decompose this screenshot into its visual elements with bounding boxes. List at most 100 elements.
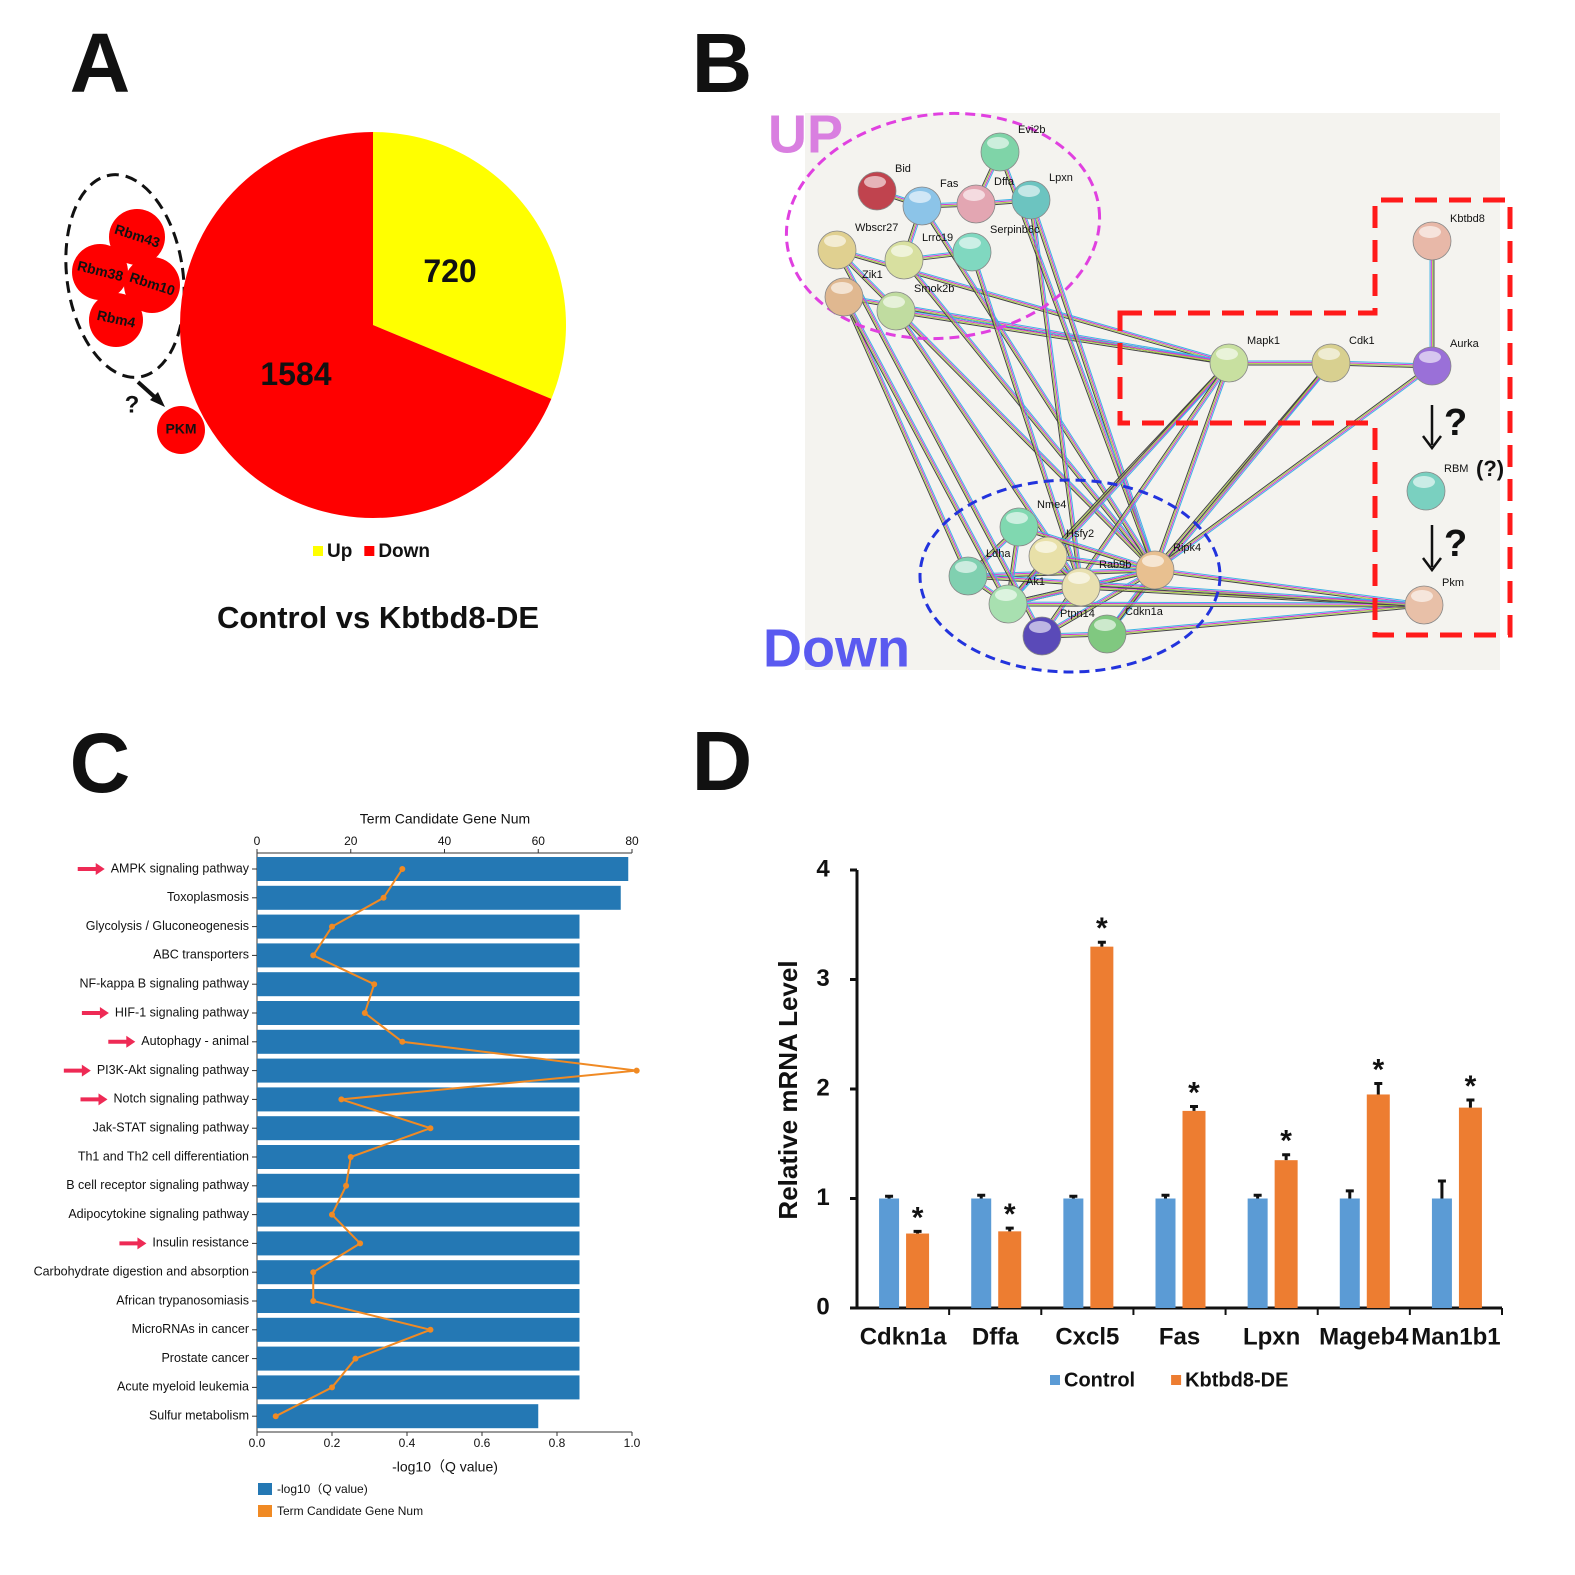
- edge: [1153, 364, 1432, 569]
- x-tick-label: Cxcl5: [1055, 1323, 1119, 1350]
- y-tick-label: MicroRNAs in cancer: [132, 1322, 249, 1336]
- edge: [1155, 363, 1332, 571]
- node-highlight: [1006, 512, 1028, 524]
- y-tick-label: Adipocytokine signaling pathway: [68, 1207, 249, 1221]
- node-highlight: [883, 296, 905, 308]
- edge: [1019, 525, 1156, 570]
- error-bar: [1253, 1193, 1262, 1199]
- panel-label: A: [70, 16, 131, 110]
- edge: [896, 309, 1230, 363]
- edge: [1018, 527, 1155, 572]
- error-bar: [913, 1229, 922, 1234]
- y-tick-label: Toxoplasmosis: [167, 890, 249, 904]
- node-label: Wbscr27: [855, 222, 898, 234]
- edge: [834, 250, 1041, 638]
- y-tick-label: AMPK signaling pathway: [111, 861, 250, 875]
- x-tick-label: Cdkn1a: [860, 1323, 947, 1350]
- node-highlight: [864, 176, 886, 188]
- edge: [969, 252, 1080, 588]
- edge: [1106, 602, 1424, 633]
- y-tick-label: Insulin resistance: [152, 1236, 249, 1250]
- bar: [257, 1202, 580, 1227]
- bar: [257, 1317, 580, 1342]
- legend-swatch: [1171, 1375, 1182, 1385]
- edge: [973, 251, 1084, 587]
- edge: [1154, 362, 1331, 570]
- edge: [1040, 567, 1155, 635]
- node-label: Mapk1: [1247, 335, 1280, 347]
- edge: [1155, 366, 1433, 571]
- x2-tick-label: 40: [438, 834, 452, 848]
- error-bar: [1190, 1105, 1198, 1111]
- bar: [1274, 1160, 1298, 1308]
- gene-label: PKM: [165, 421, 196, 437]
- y-tick-label: Autophagy - animal: [141, 1034, 249, 1048]
- bar: [257, 1001, 580, 1025]
- bar: [1063, 1198, 1084, 1308]
- down-outline: [918, 478, 1222, 674]
- edge: [1154, 365, 1432, 570]
- node-highlight: [891, 245, 913, 257]
- node-label: Nme4: [1037, 499, 1066, 511]
- legend-label: Control: [1064, 1369, 1135, 1391]
- line-point: [633, 1067, 640, 1074]
- node-label: Kbtbd8: [1450, 213, 1485, 225]
- y-tick-label: Acute myeloid leukemia: [117, 1380, 249, 1394]
- node-label: Lpxn: [1049, 172, 1073, 184]
- cluster-outline: [64, 173, 186, 379]
- arrow-head: [150, 392, 165, 407]
- x2-tick-label: 80: [625, 834, 639, 848]
- error-bar: [1466, 1098, 1475, 1108]
- pointer-arrow-head: [81, 1064, 91, 1077]
- node-highlight: [1142, 555, 1164, 567]
- y-tick-label: B cell receptor signaling pathway: [66, 1178, 249, 1192]
- edge: [1081, 584, 1425, 604]
- node-highlight: [959, 237, 981, 249]
- x-tick-label: Dffa: [972, 1323, 1019, 1350]
- line-point: [352, 1355, 359, 1362]
- bar: [257, 972, 580, 997]
- edge: [1153, 361, 1330, 570]
- node-label: Ptpn14: [1060, 608, 1095, 620]
- line-point: [357, 1240, 364, 1247]
- bar: [1182, 1110, 1206, 1308]
- edge: [1155, 568, 1425, 605]
- y-axis-title: Relative mRNA Level: [773, 960, 803, 1219]
- node-label: Serpinb6c: [990, 224, 1040, 236]
- node-label: Evi2b: [1018, 124, 1046, 136]
- bar: [1090, 946, 1114, 1308]
- error-bar: [1282, 1153, 1291, 1161]
- error-bar: [1097, 940, 1106, 947]
- edge: [1106, 603, 1424, 634]
- node-label: Ldha: [986, 548, 1011, 560]
- bar: [257, 914, 580, 939]
- bar: [1339, 1198, 1360, 1308]
- pie-slice: [180, 132, 552, 519]
- edge: [970, 252, 1081, 588]
- significance-label: *: [1188, 1076, 1200, 1109]
- edge: [844, 296, 970, 576]
- node-highlight: [1216, 348, 1238, 360]
- edge: [1007, 605, 1424, 608]
- significance-label: *: [1372, 1053, 1384, 1086]
- gene-circle: [124, 257, 180, 313]
- edge: [967, 568, 1155, 576]
- node-label: Aurka: [1450, 338, 1480, 350]
- x-tick-label: 0.8: [549, 1436, 566, 1450]
- error-bar: [1374, 1082, 1383, 1095]
- y-tick-label: PI3K-Akt signaling pathway: [97, 1063, 250, 1077]
- y-tick-label: 4: [816, 855, 830, 882]
- edge: [1155, 367, 1434, 572]
- value-label: 1584: [260, 356, 331, 392]
- edge: [842, 297, 968, 577]
- x-tick-label: Lpxn: [1243, 1323, 1300, 1350]
- y-tick-label: African trypanosomiasis: [116, 1293, 249, 1307]
- x-tick-label: 0.6: [474, 1436, 491, 1450]
- error-bar: [885, 1194, 894, 1199]
- node-label: Ak1: [1026, 576, 1045, 588]
- bar: [257, 1260, 580, 1285]
- line-point: [329, 1211, 335, 1218]
- node-label: Rab9b: [1099, 559, 1131, 571]
- node-highlight: [1419, 351, 1441, 363]
